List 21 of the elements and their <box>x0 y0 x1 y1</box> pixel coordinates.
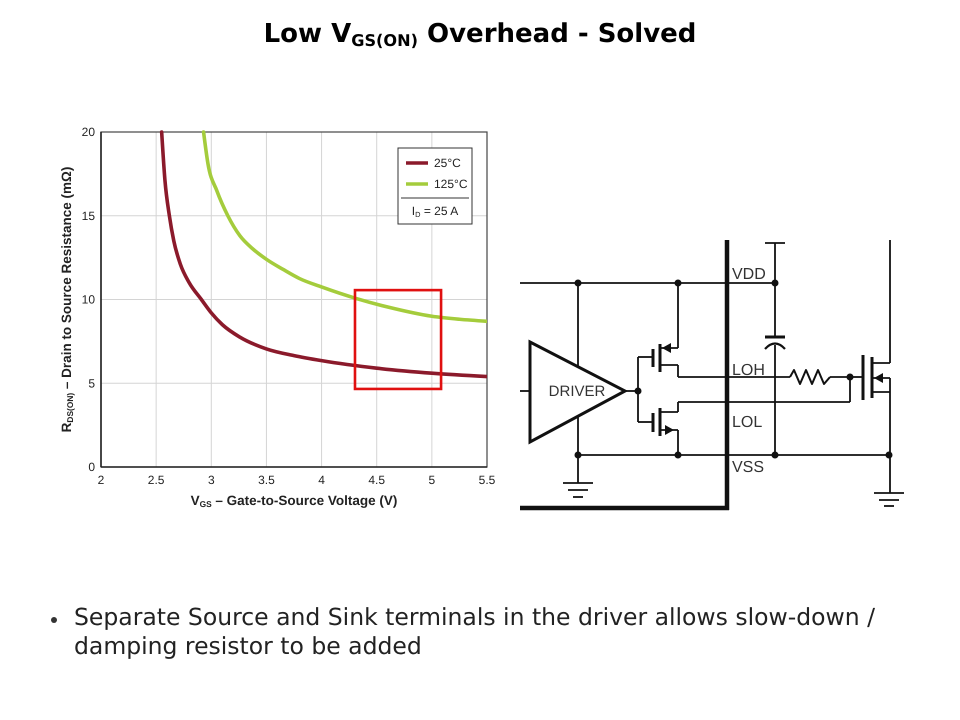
legend-label: 25°C <box>434 156 462 170</box>
y-tick-label: 15 <box>82 208 96 223</box>
text: Separate Source and Sink terminals in the driver allows slow-down / damping resistor to be added <box>74 603 876 661</box>
x-axis-title: V$_{GS}$ – Gate-to-Source Voltage (V) <box>190 493 398 510</box>
x-tick-label: 5 <box>428 473 436 487</box>
y-tick-label: 5 <box>88 376 96 390</box>
y-tick-label: 20 <box>82 125 96 139</box>
x-tick-label: 3 <box>208 473 215 487</box>
x-tick-label: 2 <box>98 473 105 487</box>
annotation: I$_{D}$ = 25 A <box>412 204 458 219</box>
x-tick-label: 2.5 <box>148 473 165 487</box>
y-tick-label: 0 <box>88 460 96 474</box>
x-tick-label: 3.5 <box>258 473 276 487</box>
x-tick-label: 4 <box>318 473 326 487</box>
x-tick-label: 5.5 <box>478 473 496 487</box>
line-series <box>202 130 487 324</box>
legend-label: 125°C <box>434 177 468 191</box>
y-tick-label: 10 <box>82 292 96 306</box>
x-tick-label: 4.5 <box>368 473 386 487</box>
chart-title: Low V$_{GS(ON)}$ Overhead - Solved <box>264 19 696 50</box>
line-series <box>160 130 487 378</box>
